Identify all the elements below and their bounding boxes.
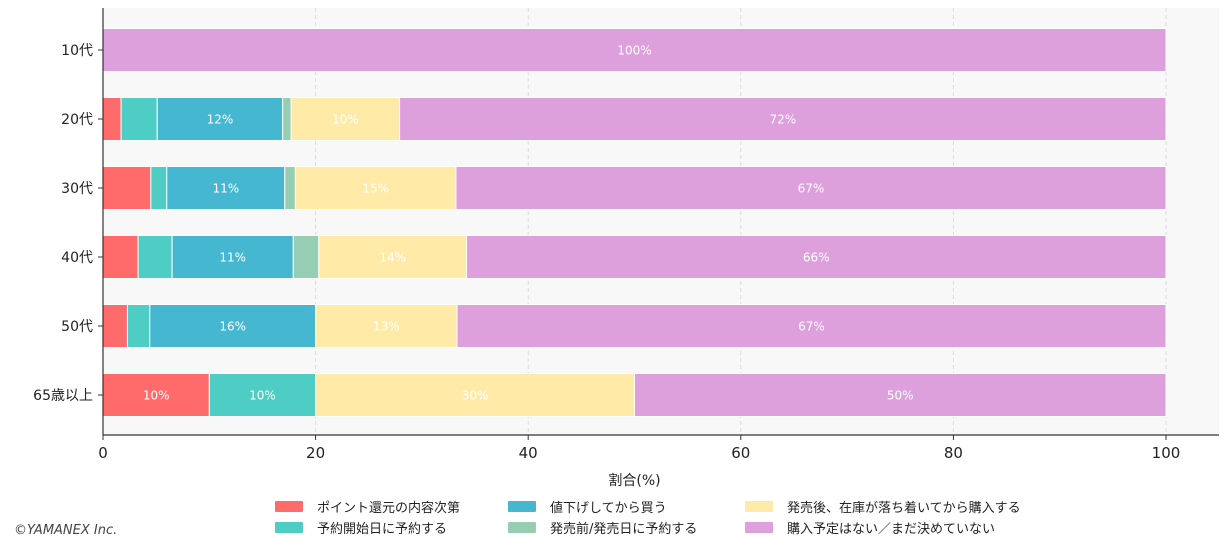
- bar-segment: [102, 235, 139, 279]
- bar-segment: [137, 235, 173, 279]
- x-tick-label: 60: [731, 444, 750, 462]
- bar-segment: [149, 304, 317, 348]
- chart-legend: ポイント還元の内容次第 予約開始日に予約する 値下げしてから買う発売前/発売日に予約…: [275, 497, 1075, 539]
- category-label: 20代: [61, 112, 93, 128]
- bar-segment: [102, 166, 152, 210]
- x-axis-label: 割合(%): [608, 472, 660, 489]
- legend-item: 値下げしてから買う: [508, 497, 667, 516]
- legend-label: 値下げしてから買う: [550, 501, 667, 516]
- data-label: 30%: [462, 389, 489, 403]
- legend-item: 予約開始日に予約する: [275, 518, 447, 537]
- x-tick-label: 40: [519, 444, 538, 462]
- data-label: 100%: [617, 44, 651, 58]
- category-label: 10代: [61, 43, 93, 59]
- category-label: 30代: [61, 181, 93, 197]
- data-label: 15%: [362, 182, 389, 196]
- bar-segment: [315, 304, 458, 348]
- data-label: 10%: [143, 389, 170, 403]
- bar-segment: [102, 304, 128, 348]
- bar-segment: [102, 28, 1167, 72]
- bar-segment: [292, 235, 320, 279]
- data-label: 10%: [332, 113, 359, 127]
- bar-segment: [634, 373, 1167, 417]
- data-label: 11%: [219, 251, 246, 265]
- bar-segment: [282, 97, 292, 141]
- legend-label: 発売後、在庫が落ち着いてから購入する: [787, 501, 1021, 516]
- data-label: 12%: [207, 113, 234, 127]
- legend-item: 購入予定はない／まだ決めていない: [745, 518, 995, 537]
- bar-segment: [171, 235, 294, 279]
- bar-segment: [102, 97, 122, 141]
- legend-swatch: [508, 501, 536, 512]
- bar-segment: [150, 166, 168, 210]
- x-tick-label: 0: [98, 444, 108, 462]
- category-label: 65歳以上: [33, 388, 93, 404]
- data-label: 67%: [798, 182, 825, 196]
- data-label: 66%: [803, 251, 830, 265]
- legend-swatch: [275, 501, 303, 512]
- legend-swatch: [275, 522, 303, 533]
- bar-segment: [166, 166, 286, 210]
- legend-swatch: [745, 501, 773, 512]
- legend-item: 発売前/発売日に予約する: [508, 518, 697, 537]
- bar-segment: [466, 235, 1167, 279]
- legend-label: 購入予定はない／まだ決めていない: [787, 522, 996, 537]
- bar-segment: [456, 304, 1167, 348]
- legend-item: 発売後、在庫が落ち着いてから購入する: [745, 497, 1021, 516]
- x-tick-label: 20: [306, 444, 325, 462]
- data-label: 10%: [249, 389, 276, 403]
- copyright-notice: ©YAMANEX Inc.: [14, 523, 118, 538]
- bar-segment: [156, 97, 284, 141]
- plot-area: [103, 8, 1219, 435]
- data-label: 13%: [373, 320, 400, 334]
- data-label: 67%: [798, 320, 825, 334]
- category-label: 50代: [61, 319, 93, 335]
- bar-segment: [120, 97, 158, 141]
- legend-swatch: [745, 522, 773, 533]
- legend-label: 予約開始日に予約する: [317, 522, 448, 537]
- x-tick-label: 80: [944, 444, 963, 462]
- bar-segment: [126, 304, 151, 348]
- legend-item: ポイント還元の内容次第: [275, 497, 460, 516]
- data-label: 72%: [769, 113, 796, 127]
- category-label: 40代: [61, 250, 93, 266]
- data-label: 50%: [887, 389, 914, 403]
- data-label: 14%: [379, 251, 406, 265]
- data-label: 11%: [212, 182, 239, 196]
- legend-label: ポイント還元の内容次第: [317, 501, 461, 516]
- x-tick-label: 100: [1152, 444, 1181, 462]
- legend-label: 発売前/発売日に予約する: [550, 522, 698, 537]
- legend-swatch: [508, 522, 536, 533]
- bar-segment: [455, 166, 1167, 210]
- data-label: 16%: [219, 320, 246, 334]
- bar-segment: [318, 235, 468, 279]
- bar-segment: [399, 97, 1167, 141]
- bar-segment: [284, 166, 296, 210]
